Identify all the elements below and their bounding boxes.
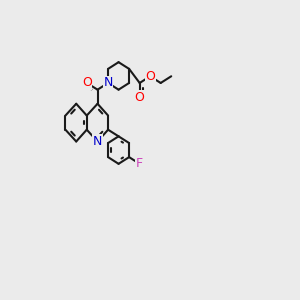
Text: N: N	[103, 76, 113, 89]
Text: F: F	[136, 157, 143, 170]
Text: O: O	[82, 76, 92, 89]
Text: O: O	[145, 70, 155, 83]
Text: N: N	[93, 135, 102, 148]
Text: O: O	[135, 91, 145, 103]
